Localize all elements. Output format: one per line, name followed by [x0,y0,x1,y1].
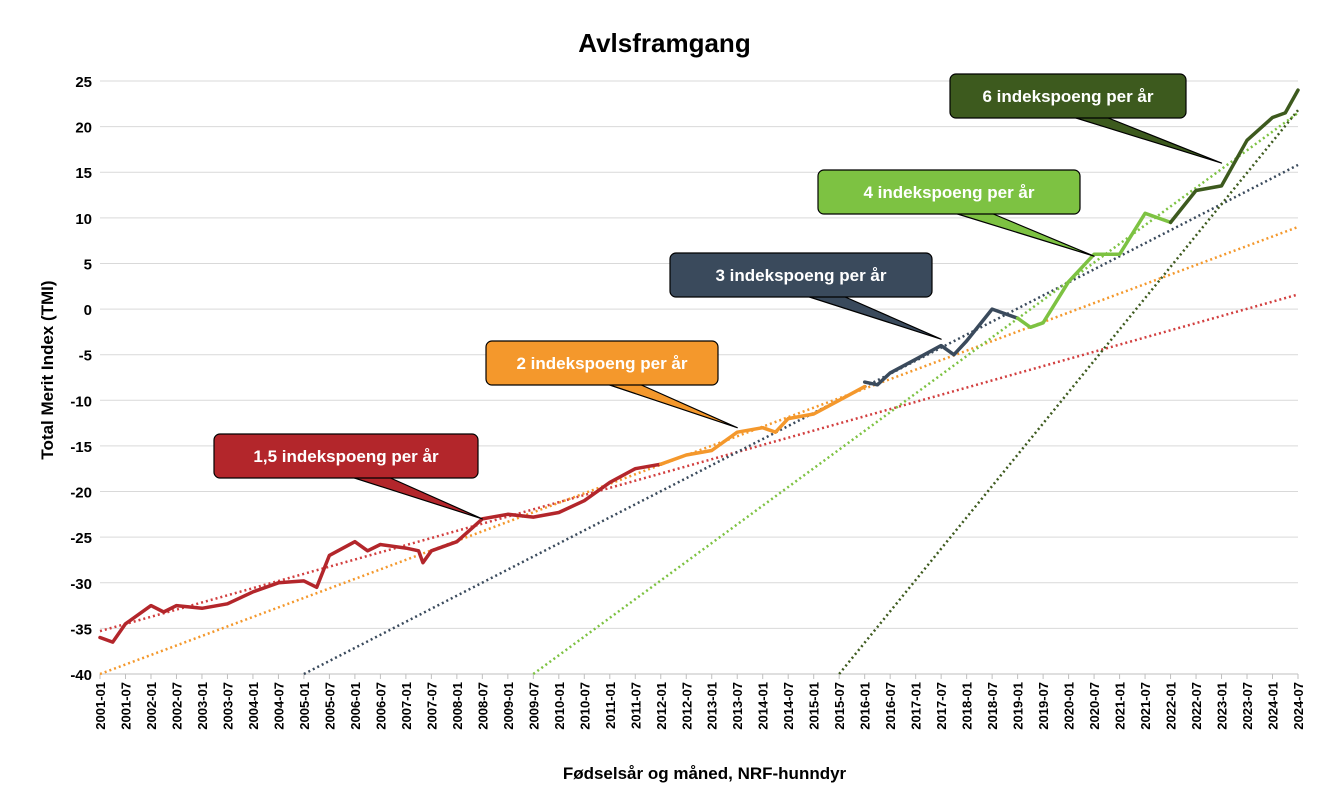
y-tick-label: 10 [75,211,92,228]
trendline [99,225,1299,676]
x-tick-label: 2010-07 [577,682,592,730]
callout-label: 3 indekspoeng per år [716,266,887,285]
x-tick-label: 2019-01 [1011,682,1026,730]
x-tick-label: 2012-07 [679,682,694,730]
x-tick-label: 2017-01 [909,682,924,730]
x-tick-label: 2003-07 [220,682,235,730]
x-tick-label: 2006-01 [348,682,363,730]
trendline [303,163,1299,676]
x-tick-label: 2009-07 [526,682,541,730]
x-tick-label: 2016-01 [858,682,873,730]
x-tick-label: 2014-07 [781,682,796,730]
x-tick-label: 2023-07 [1240,682,1255,730]
callout-label: 4 indekspoeng per år [864,183,1035,202]
x-tick-label: 2004-07 [271,682,286,730]
series-line [98,462,663,644]
x-tick-label: 2005-01 [297,682,312,730]
series-line [659,384,867,466]
x-tick-label: 2021-07 [1138,682,1153,730]
x-tick-label: 2020-01 [1062,682,1077,730]
y-tick-label: -20 [70,485,92,502]
x-tick-label: 2017-07 [934,682,949,730]
y-tick-label: -15 [70,439,92,456]
y-tick-label: -25 [70,530,92,547]
callout-box [817,169,1081,215]
x-tick-label: 2023-01 [1215,682,1230,730]
x-tick-label: 2015-01 [807,682,822,730]
x-tick-label: 2001-07 [118,682,133,730]
x-tick-label: 2018-01 [960,682,975,730]
x-tick-label: 2005-07 [322,682,337,730]
x-tick-label: 2024-01 [1266,682,1281,730]
x-tick-label: 2016-07 [883,682,898,730]
x-tick-label: 2020-07 [1087,682,1102,730]
x-axis-title: Fødselsår og måned, NRF-hunndyr [562,764,847,783]
callout-pointer [350,476,483,520]
x-tick-label: 2024-07 [1291,682,1306,730]
y-tick-label: 0 [84,302,92,319]
x-tick-label: 2012-01 [654,682,669,730]
chart-title: Avlsframgang [578,28,751,58]
x-tick-label: 2015-07 [832,682,847,730]
y-tick-label: 25 [75,74,92,91]
y-tick-label: 20 [75,120,92,137]
x-tick-label: 2019-07 [1036,682,1051,730]
x-tick-label: 2006-07 [373,682,388,730]
callout-box [949,73,1187,119]
x-tick-label: 2011-07 [628,682,643,729]
callout-pointer [1072,116,1223,164]
x-tick-label: 2013-01 [705,682,720,730]
x-tick-label: 2021-01 [1113,682,1128,730]
x-tick-label: 2013-07 [730,682,745,730]
y-tick-label: 5 [84,256,92,273]
x-tick-label: 2011-01 [603,682,618,729]
trendline [838,109,1299,675]
y-tick-label: -5 [79,348,92,365]
x-tick-label: 2003-01 [195,682,210,730]
x-tick-label: 2010-01 [552,682,567,730]
trendline [532,111,1299,676]
x-tick-label: 2022-01 [1164,682,1179,730]
x-tick-label: 2001-01 [93,682,108,730]
series-line [1015,211,1173,330]
x-tick-label: 2007-07 [424,682,439,730]
x-tick-label: 2007-01 [399,682,414,730]
x-tick-label: 2018-07 [985,682,1000,730]
y-tick-label: -10 [70,393,92,410]
callout-pointer [606,383,738,429]
callout-pointer [805,295,942,340]
series-line [862,307,1020,387]
callout-label: 6 indekspoeng per år [983,87,1154,106]
y-tick-label: -35 [70,621,92,638]
y-tick-label: -30 [70,576,92,593]
callout-pointer [953,212,1095,257]
x-tick-label: 2008-01 [450,682,465,730]
x-tick-label: 2014-01 [756,682,771,730]
series-line [1168,88,1300,225]
y-tick-label: 15 [75,165,92,182]
x-tick-label: 2008-07 [475,682,490,730]
y-tick-label: -40 [70,667,92,684]
x-tick-label: 2022-07 [1189,682,1204,730]
callout-label: 1,5 indekspoeng per år [253,447,439,466]
callout-box [669,252,933,298]
callout-box [485,340,719,386]
callout-box [213,433,479,479]
x-tick-label: 2004-01 [246,682,261,730]
x-tick-label: 2002-01 [144,682,159,730]
callout-label: 2 indekspoeng per år [517,354,688,373]
x-tick-label: 2002-07 [169,682,184,730]
x-tick-label: 2009-01 [501,682,516,730]
